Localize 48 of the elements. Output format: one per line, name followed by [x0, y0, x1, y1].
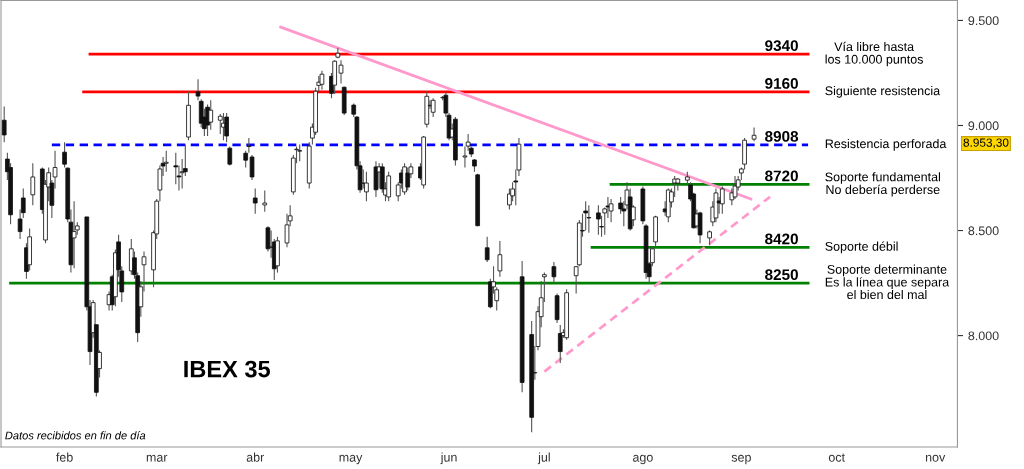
- candlestick: [195, 78, 201, 101]
- candlestick: [252, 187, 258, 215]
- candlestick: [360, 169, 366, 190]
- candlestick: [262, 190, 268, 213]
- annotation: Soporte fundamental No debería perderse: [825, 172, 940, 197]
- series-label: 8720: [765, 170, 798, 182]
- text: 8.953,30: [963, 138, 1009, 149]
- annotation: Resistencia perforada: [825, 138, 947, 151]
- candlestick: [30, 162, 36, 206]
- candlestick: [554, 293, 560, 324]
- series-label: 9340: [765, 40, 798, 52]
- candlestick: [751, 127, 757, 142]
- candlestick: [583, 200, 588, 232]
- annotation: Datos recibidos en fin de día: [5, 431, 146, 440]
- candlestick: [742, 137, 747, 171]
- x-tick-label: abr: [246, 452, 265, 462]
- series-label: 8908: [765, 130, 799, 142]
- annotation: Vía libre hasta los 10.000 puntos: [825, 41, 923, 67]
- x-tick-label: feb: [56, 452, 73, 462]
- annotation: Siguiente resistencia: [825, 86, 941, 98]
- y-tick-label: 8.500: [968, 226, 999, 236]
- annotation: Soporte débil: [825, 241, 898, 254]
- candlestick: [208, 99, 214, 131]
- y-tick-label: 9.500: [968, 16, 999, 26]
- x-tick-label: nov: [925, 454, 946, 462]
- y-tick-label: 9.000: [968, 121, 999, 131]
- x-tick-label: jul: [537, 452, 550, 465]
- candlestick: [497, 240, 503, 278]
- candlestick: [551, 261, 557, 284]
- x-tick-label: jun: [440, 452, 457, 465]
- candlestick: [405, 166, 411, 192]
- x-tick-label: ago: [632, 454, 653, 465]
- candlestick: [484, 236, 490, 263]
- x-tick-label: sep: [731, 454, 751, 465]
- series-label: 8420: [765, 233, 798, 245]
- y-tick-label: 8.000: [968, 331, 999, 341]
- x-tick-label: may: [339, 454, 363, 465]
- series-label: 8250: [765, 269, 798, 281]
- candlestick: [697, 211, 703, 244]
- candlestick: [586, 204, 592, 234]
- candlestick: [1, 106, 7, 143]
- candlestick: [246, 137, 252, 154]
- x-tick-label: oct: [828, 453, 845, 462]
- series-label: 9160: [765, 78, 798, 89]
- text: IBEX 35: [184, 360, 271, 378]
- candlestick: [163, 150, 169, 173]
- x-tick-label: mar: [146, 454, 168, 462]
- annotation: Soporte determinante Es la línea que separa el bien del mal: [825, 264, 950, 300]
